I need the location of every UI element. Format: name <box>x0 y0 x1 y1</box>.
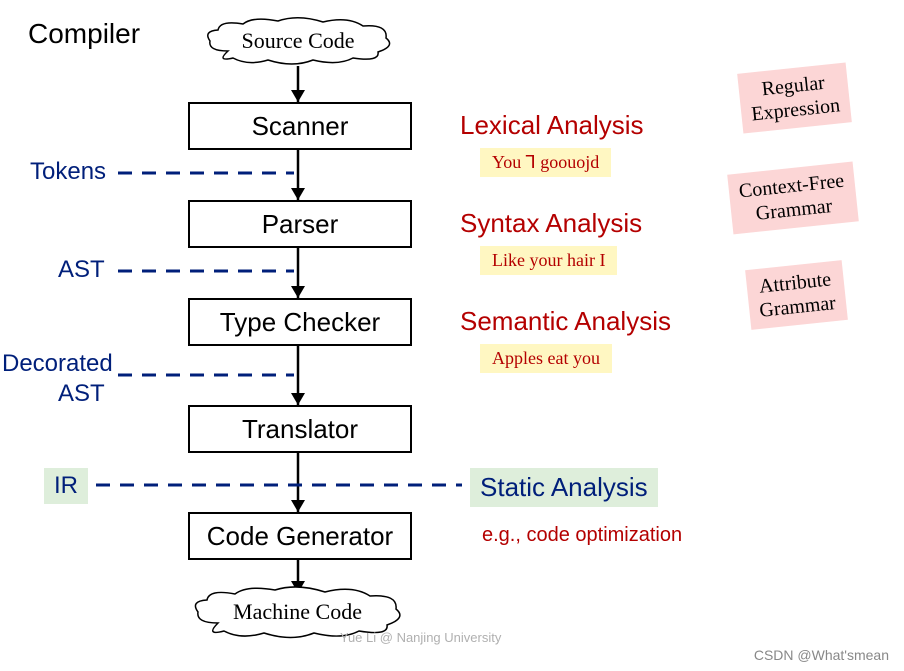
tokens-label: Tokens <box>30 158 106 186</box>
attr-box: Attribute Grammar <box>745 260 847 330</box>
semantic-title: Semantic Analysis <box>460 306 671 337</box>
regex-box: Regular Expression <box>737 62 852 133</box>
watermark: Yue Li @ Nanjing University <box>340 630 501 645</box>
source-cloud: Source Code <box>198 16 398 66</box>
static-title: Static Analysis <box>470 468 658 507</box>
page-title: Compiler <box>28 18 140 50</box>
lexical-title: Lexical Analysis <box>460 110 644 141</box>
codegen-box: Code Generator <box>188 512 412 560</box>
ast-label: AST <box>58 256 105 284</box>
typechecker-box: Type Checker <box>188 298 412 346</box>
semantic-example: Apples eat you <box>480 344 612 373</box>
decorated-label-2: AST <box>58 380 105 408</box>
syntax-title: Syntax Analysis <box>460 208 642 239</box>
scanner-box: Scanner <box>188 102 412 150</box>
lexical-example: You ⅂ goouojd <box>480 148 611 177</box>
ir-label: IR <box>44 468 88 504</box>
static-example: e.g., code optimization <box>470 520 694 551</box>
footer-attr: CSDN @What'smean <box>754 647 889 663</box>
syntax-example: Like your hair I <box>480 246 617 275</box>
translator-box: Translator <box>188 405 412 453</box>
parser-box: Parser <box>188 200 412 248</box>
decorated-label-1: Decorated <box>2 350 113 378</box>
